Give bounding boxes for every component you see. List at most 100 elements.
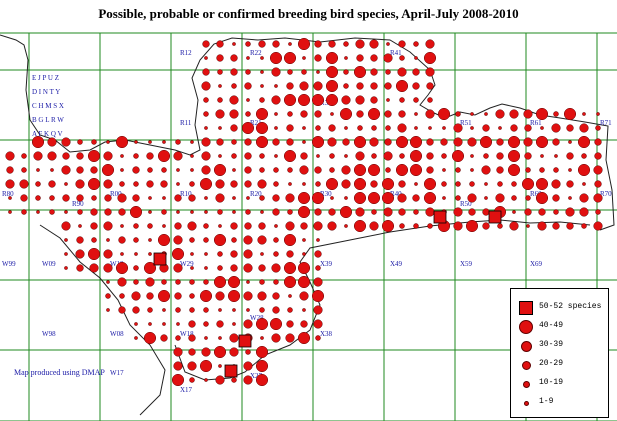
species-dot <box>552 222 560 230</box>
species-dot <box>188 334 196 342</box>
species-dot <box>204 210 208 214</box>
species-dot <box>370 54 378 62</box>
species-dot <box>442 126 446 130</box>
species-dot <box>370 96 378 104</box>
species-dot <box>287 167 293 173</box>
species-dot <box>355 151 365 161</box>
species-dot <box>367 163 381 177</box>
species-dot <box>425 207 435 217</box>
species-dot <box>470 126 474 130</box>
species-dot <box>398 40 406 48</box>
species-dot <box>91 237 97 243</box>
species-dot <box>595 125 601 131</box>
species-dot <box>274 84 278 88</box>
species-dot <box>426 82 434 90</box>
species-dot <box>427 97 433 103</box>
species-dot <box>243 375 253 385</box>
species-dot <box>259 167 265 173</box>
species-dot <box>75 179 85 189</box>
species-dot <box>414 56 418 60</box>
species-dot <box>398 208 406 216</box>
species-dot <box>481 165 491 175</box>
square-label: X39 <box>320 260 333 268</box>
species-dot <box>76 264 84 272</box>
species-dot <box>245 349 251 355</box>
square-label: R00 <box>110 190 122 198</box>
species-dot <box>353 163 367 177</box>
species-dot <box>203 223 209 229</box>
species-dot <box>21 209 27 215</box>
species-dot <box>62 152 70 160</box>
species-dot <box>246 56 250 60</box>
species-dot <box>297 191 311 205</box>
species-dot <box>244 138 252 146</box>
species-dot <box>231 153 237 159</box>
species-dot <box>386 42 390 46</box>
square-label: R21 <box>250 119 262 127</box>
species-dot <box>302 252 306 256</box>
species-dot <box>231 139 237 145</box>
species-dot <box>286 138 294 146</box>
species-dot <box>243 291 253 301</box>
species-dot <box>414 126 418 130</box>
species-dot <box>244 152 252 160</box>
species-dot <box>230 54 238 62</box>
species-dot <box>423 177 437 191</box>
species-dot <box>245 69 251 75</box>
species-dot <box>76 194 84 202</box>
species-dot <box>243 361 253 371</box>
species-dot <box>259 195 265 201</box>
species-dot <box>148 210 152 214</box>
species-dot <box>525 167 531 173</box>
species-dot <box>36 210 40 214</box>
tetrad-key-row: A F K Q V <box>32 130 63 138</box>
species-dot <box>187 221 197 231</box>
species-dot <box>157 149 171 163</box>
species-dot <box>343 69 349 75</box>
species-dot <box>201 81 211 91</box>
species-dot <box>344 154 348 158</box>
species-dot <box>399 153 405 159</box>
species-dot <box>190 168 194 172</box>
species-dot <box>314 208 322 216</box>
species-dot <box>314 166 322 174</box>
species-dot <box>218 224 222 228</box>
species-square-max <box>433 210 447 224</box>
species-dot <box>426 138 434 146</box>
species-dot <box>245 209 251 215</box>
map-credit: Map produced using DMAP <box>14 368 105 377</box>
species-dot <box>218 364 222 368</box>
species-dots <box>5 37 603 387</box>
legend-label: 20-29 <box>539 359 564 368</box>
species-dot <box>147 167 153 173</box>
species-dot <box>285 221 295 231</box>
square-label: W99 <box>2 260 16 268</box>
species-dot <box>325 51 339 65</box>
species-dot <box>213 275 227 289</box>
species-dot <box>190 154 194 158</box>
species-dot <box>90 208 98 216</box>
species-dot <box>371 125 377 131</box>
legend-label: 40-49 <box>539 321 564 330</box>
species-dot <box>328 208 336 216</box>
coast-path <box>0 34 615 231</box>
species-dot <box>260 252 264 256</box>
species-dot <box>190 252 194 256</box>
species-dot <box>286 82 294 90</box>
species-dot <box>311 135 325 149</box>
species-dot <box>425 39 435 49</box>
species-dot <box>203 321 209 327</box>
species-dot <box>8 196 12 200</box>
species-dot <box>134 140 138 144</box>
species-dot <box>148 238 152 242</box>
species-dot <box>31 135 45 149</box>
species-dot <box>582 112 586 116</box>
species-dot <box>426 152 434 160</box>
tetrad-key-row: B G L R W <box>32 116 64 124</box>
species-dot <box>302 126 306 130</box>
species-dot <box>287 69 293 75</box>
species-dot <box>540 154 544 158</box>
species-dot <box>423 191 437 205</box>
species-dot <box>120 168 124 172</box>
species-dot <box>175 139 181 145</box>
